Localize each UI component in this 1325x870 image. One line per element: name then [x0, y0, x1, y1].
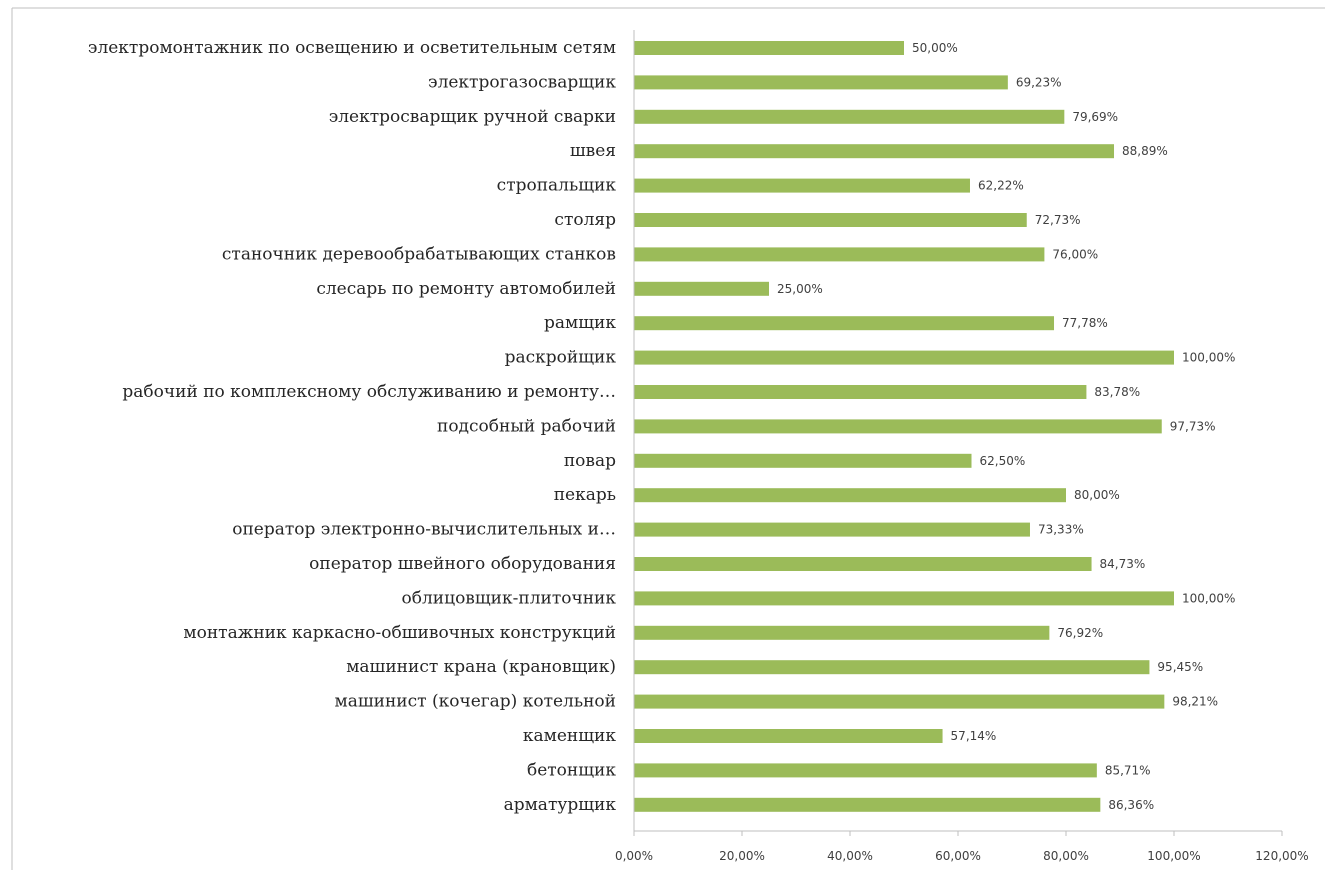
value-label: 57,14%	[951, 729, 997, 743]
category-label: арматурщик	[504, 795, 617, 815]
bar	[634, 763, 1097, 778]
category-label: электрогазосварщик	[428, 72, 616, 92]
value-label: 73,33%	[1038, 523, 1084, 537]
category-labels: электромонтажник по освещению и осветите…	[88, 38, 616, 815]
value-label: 25,00%	[777, 282, 823, 296]
bar	[634, 729, 943, 743]
bar	[634, 591, 1174, 606]
bar	[634, 316, 1055, 331]
x-tick-label: 60,00%	[935, 849, 981, 863]
category-label: станочник деревообрабатывающих станков	[222, 244, 616, 264]
value-label: 76,92%	[1057, 626, 1103, 640]
value-label: 72,73%	[1035, 213, 1081, 227]
category-label: рабочий по комплексному обслуживанию и р…	[122, 382, 616, 402]
bar	[634, 522, 1030, 537]
x-tick-label: 40,00%	[827, 849, 873, 863]
value-label: 80,00%	[1074, 488, 1120, 502]
bar	[634, 385, 1087, 399]
category-label: повар	[564, 451, 616, 471]
bars	[634, 41, 1174, 812]
category-label: оператор швейного оборудования	[309, 554, 616, 574]
x-axis: 0,00% 20,00% 40,00% 60,00% 80,00% 100,00% 120,…	[615, 30, 1309, 863]
x-tick-label: 20,00%	[719, 849, 765, 863]
category-label: машинист (кочегар) котельной	[334, 692, 616, 712]
bar	[634, 694, 1165, 709]
value-label: 76,00%	[1052, 247, 1098, 261]
bar	[634, 660, 1150, 675]
category-label: электромонтажник по освещению и осветите…	[88, 38, 616, 58]
category-label: стропальщик	[497, 176, 617, 196]
x-tick-label: 0,00%	[615, 849, 653, 863]
bar	[634, 213, 1027, 227]
category-label: машинист крана (крановщик)	[346, 657, 616, 677]
category-label: слесарь по ремонту автомобилей	[316, 279, 616, 299]
bar	[634, 797, 1101, 812]
value-label: 95,45%	[1157, 660, 1203, 674]
value-label: 62,22%	[978, 179, 1024, 193]
category-label: оператор электронно-вычислительных и…	[232, 520, 616, 540]
value-label: 77,78%	[1062, 316, 1108, 330]
bar	[634, 350, 1174, 365]
x-tick-label: 120,00%	[1255, 849, 1308, 863]
value-label: 85,71%	[1105, 763, 1151, 777]
category-label: бетонщик	[527, 760, 616, 780]
value-labels: 50,00% 69,23% 79,69% 88,89% 62,22% 72,73% 76,0…	[777, 41, 1235, 812]
bar	[634, 41, 904, 55]
value-label: 98,21%	[1172, 695, 1218, 709]
bar	[634, 109, 1065, 124]
value-label: 50,00%	[912, 41, 958, 55]
value-label: 88,89%	[1122, 144, 1168, 158]
bar	[634, 281, 769, 296]
bar	[634, 178, 970, 193]
category-label: столяр	[554, 210, 616, 230]
value-label: 97,73%	[1170, 419, 1216, 433]
category-label: электросварщик ручной сварки	[329, 107, 616, 127]
category-label: раскройщик	[505, 348, 617, 368]
category-label: пекарь	[554, 485, 616, 505]
category-label: облицовщик-плиточник	[402, 588, 617, 608]
category-label: подсобный рабочий	[437, 416, 616, 436]
x-tick-label: 100,00%	[1147, 849, 1200, 863]
bar	[634, 144, 1115, 159]
bar	[634, 75, 1008, 90]
category-label: рамщик	[544, 313, 616, 333]
x-tick-label: 80,00%	[1043, 849, 1089, 863]
bar	[634, 625, 1050, 640]
bar	[634, 247, 1045, 262]
category-label: каменщик	[523, 726, 617, 746]
category-label: швея	[570, 141, 616, 161]
value-label: 83,78%	[1094, 385, 1140, 399]
value-label: 69,23%	[1016, 75, 1062, 89]
bar	[634, 419, 1162, 434]
category-label: монтажник каркасно-обшивочных конструкци…	[183, 623, 616, 643]
value-label: 84,73%	[1100, 557, 1146, 571]
value-label: 62,50%	[980, 454, 1026, 468]
bar	[634, 453, 972, 468]
bar	[634, 488, 1066, 503]
value-label: 86,36%	[1108, 798, 1154, 812]
value-label: 100,00%	[1182, 591, 1235, 605]
value-label: 79,69%	[1072, 110, 1118, 124]
value-label: 100,00%	[1182, 351, 1235, 365]
bar	[634, 557, 1092, 571]
